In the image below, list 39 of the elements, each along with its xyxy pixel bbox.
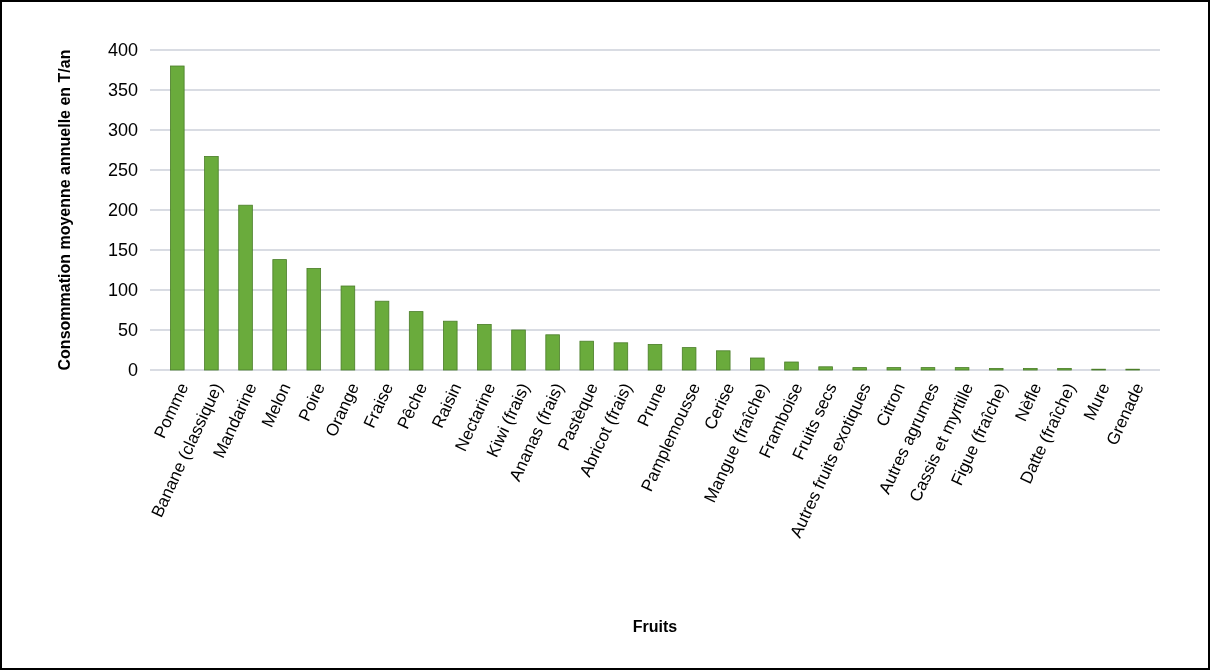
- bar: [852, 367, 867, 371]
- x-tick-label: Nèfle: [1011, 380, 1046, 425]
- y-tick-label: 400: [107, 40, 138, 61]
- y-tick-label: 0: [127, 360, 138, 381]
- bar: [750, 357, 765, 371]
- y-tick-label: 150: [107, 240, 138, 261]
- x-tick-label: Mure: [1080, 380, 1114, 424]
- y-tick-label: 200: [107, 200, 138, 221]
- bar: [920, 367, 936, 371]
- bar: [681, 347, 697, 371]
- bar: [613, 342, 629, 371]
- bar: [408, 311, 424, 371]
- y-tick-label: 350: [107, 80, 138, 101]
- bar: [784, 361, 799, 371]
- bar: [477, 324, 492, 371]
- bar: [579, 340, 594, 371]
- bar: [204, 156, 219, 371]
- bar: [306, 268, 322, 371]
- y-tick-label: 250: [107, 160, 138, 181]
- x-tick-label: Citron: [872, 380, 909, 430]
- bar: [954, 367, 970, 371]
- bar: [511, 329, 526, 371]
- x-tick-label: Poire: [294, 380, 329, 425]
- bar: [340, 285, 356, 371]
- bar: [818, 366, 833, 371]
- y-tick-label: 100: [107, 280, 138, 301]
- bar: [272, 259, 287, 371]
- bar: [374, 300, 390, 371]
- bar: [170, 65, 185, 371]
- y-tick-label: 300: [107, 120, 138, 141]
- x-axis-title: Fruits: [632, 618, 678, 635]
- y-axis-title: Consommation moyenne annuelle en T/an: [56, 49, 73, 371]
- bar: [647, 344, 663, 371]
- bar: [545, 334, 560, 371]
- bar: [886, 367, 902, 371]
- bar: [238, 204, 253, 371]
- bar: [716, 350, 731, 371]
- bar: [443, 320, 458, 371]
- y-tick-label: 50: [117, 320, 138, 341]
